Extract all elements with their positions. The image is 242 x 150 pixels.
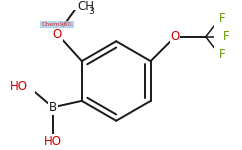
Text: HO: HO: [44, 135, 62, 148]
Text: O: O: [170, 30, 180, 43]
Text: O: O: [53, 28, 62, 41]
Text: 3: 3: [89, 7, 94, 16]
Text: HO: HO: [10, 80, 28, 93]
Text: F: F: [219, 12, 225, 25]
Text: F: F: [219, 48, 225, 61]
Text: CH: CH: [77, 0, 94, 13]
Text: B: B: [49, 101, 57, 114]
Text: Chem960.: Chem960.: [41, 22, 73, 27]
Text: F: F: [223, 30, 230, 43]
